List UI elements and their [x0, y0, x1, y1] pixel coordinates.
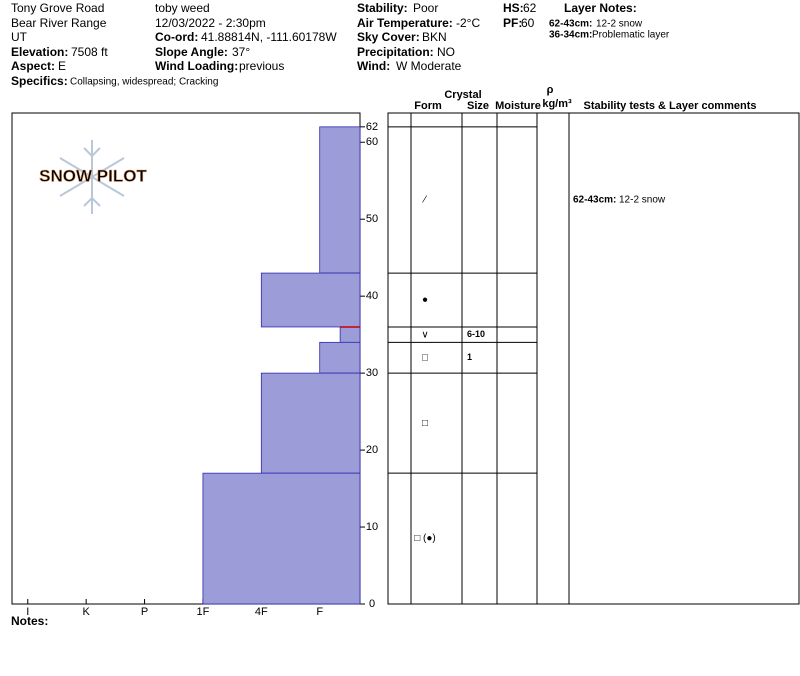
- hardness-bar: [260, 272, 361, 328]
- label: Co-ord:: [155, 30, 198, 44]
- column-header: Moisture: [495, 100, 541, 112]
- grain-form: ●: [422, 295, 428, 306]
- hardness-bar: [260, 372, 361, 474]
- label: Aspect:: [11, 59, 55, 73]
- value: Collapsing, widespread; Cracking: [70, 77, 218, 88]
- label: Sky Cover:: [357, 30, 420, 44]
- table-frame: [387, 112, 800, 605]
- y-tick-label: 60: [366, 136, 378, 148]
- hardness-bar: [339, 326, 361, 343]
- logo: [59, 140, 125, 214]
- y-tick-label: 62: [366, 121, 378, 133]
- location: Tony Grove Road: [11, 1, 104, 15]
- date: 12/03/2022 - 2:30pm: [155, 16, 266, 30]
- value: 37°: [232, 45, 250, 59]
- value: W Moderate: [396, 59, 462, 73]
- layer-notes-title: Layer Notes:: [564, 1, 637, 15]
- y-tick-label: 30: [366, 367, 378, 379]
- label: PF:: [503, 16, 522, 30]
- label: Stability:: [357, 1, 408, 15]
- x-tick-label: P: [141, 606, 148, 618]
- layer-note-depth: 62-43cm:: [549, 19, 592, 30]
- grain-form: ∨: [421, 329, 428, 340]
- x-tick-label: 4F: [255, 606, 268, 618]
- comment-text: 12-2 snow: [619, 195, 666, 206]
- label: Air Temperature:: [357, 16, 453, 30]
- x-tick-label: K: [82, 606, 90, 618]
- range: Bear River Range: [11, 16, 107, 30]
- label: Elevation:: [11, 45, 68, 59]
- hardness-bar: [319, 126, 361, 274]
- y-tick-label: 20: [366, 444, 378, 456]
- label: Slope Angle:: [155, 45, 228, 59]
- layer-note-text: 12-2 snow: [596, 19, 643, 30]
- grain-size: 1: [467, 352, 472, 362]
- x-tick-label: F: [316, 606, 323, 618]
- value: 60: [521, 16, 535, 30]
- grain-form: ⁄: [421, 195, 427, 206]
- value: E: [58, 59, 66, 73]
- layer-note-text: Problematic layer: [592, 30, 670, 41]
- column-header: ρ: [547, 84, 554, 96]
- column-header: Crystal: [444, 89, 481, 101]
- column-header: Form: [414, 100, 442, 112]
- notes-label: Notes:: [11, 614, 48, 628]
- layer-note-depth: 36-34cm:: [549, 30, 592, 41]
- hardness-bar: [202, 472, 361, 605]
- column-header: Size: [467, 100, 489, 112]
- label: HS:: [503, 1, 524, 15]
- value: Poor: [413, 1, 438, 15]
- value: -2°C: [456, 16, 480, 30]
- value: 62: [523, 1, 537, 15]
- y-tick-label: 10: [366, 521, 378, 533]
- x-tick-label: I: [26, 606, 29, 618]
- grain-size: 6-10: [467, 329, 485, 339]
- y-tick-label: 0: [369, 598, 375, 610]
- label: Precipitation:: [357, 45, 434, 59]
- hardness-bar: [319, 341, 361, 374]
- observer: toby weed: [155, 1, 210, 15]
- logo-text: SNOW PILOT: [39, 166, 147, 185]
- value: 41.88814N, -111.60178W: [201, 30, 337, 44]
- grain-form: □: [422, 352, 428, 363]
- grain-form: □: [422, 418, 428, 429]
- value: 7508 ft: [71, 45, 108, 59]
- y-tick-label: 40: [366, 290, 378, 302]
- x-tick-label: 1F: [197, 606, 210, 618]
- comment-depth: 62-43cm:: [573, 195, 616, 206]
- label: Wind Loading:: [155, 59, 238, 73]
- column-header: kg/m³: [542, 98, 572, 110]
- column-header: Stability tests & Layer comments: [583, 100, 756, 112]
- y-tick-label: 50: [366, 213, 378, 225]
- label: Wind:: [357, 59, 390, 73]
- label: Specifics:: [11, 74, 68, 88]
- value: NO: [437, 45, 455, 59]
- state: UT: [11, 30, 28, 44]
- value: BKN: [422, 30, 447, 44]
- grain-form: □ (●): [414, 533, 436, 544]
- value: previous: [239, 59, 284, 73]
